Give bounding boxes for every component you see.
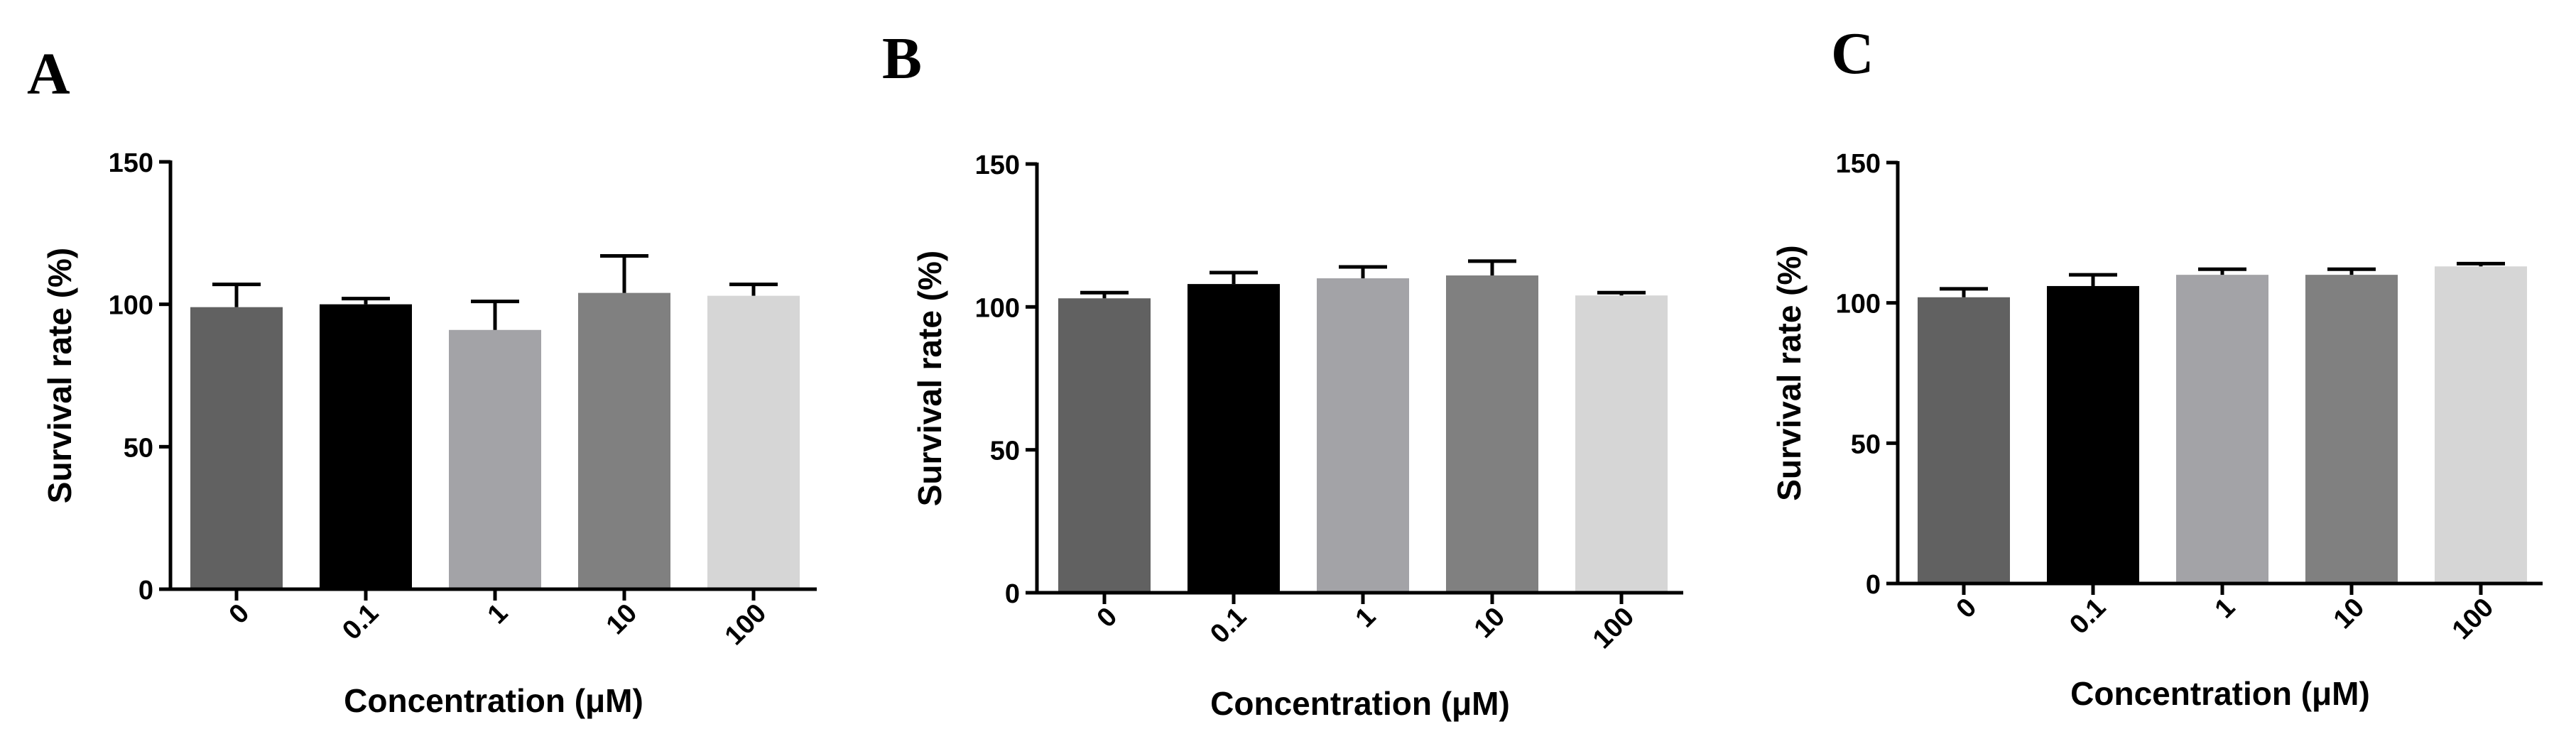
x-tick-label-c-0: 0 bbox=[1951, 593, 1983, 625]
y-tick-label-a-0: 0 bbox=[138, 576, 153, 606]
bar-c-4 bbox=[2435, 266, 2527, 584]
bar-a-0 bbox=[190, 307, 283, 589]
bar-a-4 bbox=[707, 295, 800, 589]
y-axis-title-b: Survival rate (%) bbox=[911, 251, 948, 506]
bar-b-4 bbox=[1575, 295, 1668, 593]
x-tick-label-a-3: 10 bbox=[601, 598, 643, 641]
y-tick-label-b-0: 0 bbox=[1005, 579, 1020, 609]
bar-c-2 bbox=[2176, 275, 2268, 584]
bar-a-2 bbox=[449, 329, 541, 589]
x-axis-title-a: Concentration (μM) bbox=[344, 682, 643, 719]
panel-label-b: B bbox=[882, 26, 922, 92]
bar-b-3 bbox=[1446, 275, 1538, 593]
x-tick-label-c-4: 100 bbox=[2447, 593, 2500, 646]
x-tick-label-a-1: 0.1 bbox=[337, 598, 384, 646]
y-tick-label-c-3: 150 bbox=[1836, 149, 1881, 179]
y-tick-label-c-1: 50 bbox=[1851, 429, 1881, 459]
bar-c-3 bbox=[2305, 275, 2398, 584]
x-tick-label-b-4: 100 bbox=[1587, 602, 1641, 655]
y-tick-label-a-2: 100 bbox=[109, 291, 153, 321]
chart-panel-a: A 0 50 100 150 0 0.1 1 10 100 Survival rate (%) Con… bbox=[27, 41, 817, 719]
x-tick-label-b-1: 0.1 bbox=[1205, 602, 1252, 650]
bar-c-0 bbox=[1918, 297, 2010, 584]
y-tick-label-c-2: 100 bbox=[1836, 290, 1881, 319]
x-axis-title-b: Concentration (μM) bbox=[1210, 685, 1510, 722]
x-tick-label-c-1: 0.1 bbox=[2064, 593, 2112, 640]
panel-label-c: C bbox=[1831, 21, 1874, 87]
bar-b-0 bbox=[1058, 298, 1151, 593]
x-tick-label-c-2: 1 bbox=[2210, 593, 2241, 625]
panel-label-a: A bbox=[27, 41, 70, 107]
y-tick-label-a-1: 50 bbox=[124, 433, 153, 463]
y-tick-label-b-2: 100 bbox=[975, 293, 1020, 323]
chart-panel-c: C 0 50 100 150 0 0.1 1 10 100 Survival rate (%) Con… bbox=[1771, 21, 2543, 712]
x-tick-label-b-3: 10 bbox=[1469, 602, 1511, 645]
y-axis-title-c: Survival rate (%) bbox=[1771, 245, 1808, 500]
bar-a-3 bbox=[578, 292, 670, 589]
y-tick-label-a-3: 150 bbox=[109, 148, 153, 178]
x-tick-label-c-3: 10 bbox=[2328, 593, 2371, 635]
chart-panel-b: B 0 50 100 150 0 0.1 1 10 100 Survival rate (%) Con… bbox=[882, 26, 1683, 722]
bar-b-1 bbox=[1188, 284, 1280, 593]
bar-c-1 bbox=[2047, 285, 2139, 584]
x-tick-label-a-4: 100 bbox=[719, 598, 773, 652]
x-tick-label-b-0: 0 bbox=[1092, 602, 1124, 634]
x-tick-label-b-2: 1 bbox=[1350, 602, 1382, 634]
y-tick-label-b-1: 50 bbox=[990, 437, 1020, 466]
bar-a-1 bbox=[320, 304, 412, 589]
x-tick-label-a-2: 1 bbox=[482, 598, 514, 630]
bar-b-2 bbox=[1317, 278, 1409, 593]
x-axis-title-c: Concentration (μM) bbox=[2070, 675, 2370, 712]
y-axis-title-a: Survival rate (%) bbox=[41, 248, 78, 503]
x-tick-label-a-0: 0 bbox=[224, 598, 256, 630]
y-tick-label-b-3: 150 bbox=[975, 150, 1020, 180]
y-tick-label-c-0: 0 bbox=[1866, 570, 1881, 600]
